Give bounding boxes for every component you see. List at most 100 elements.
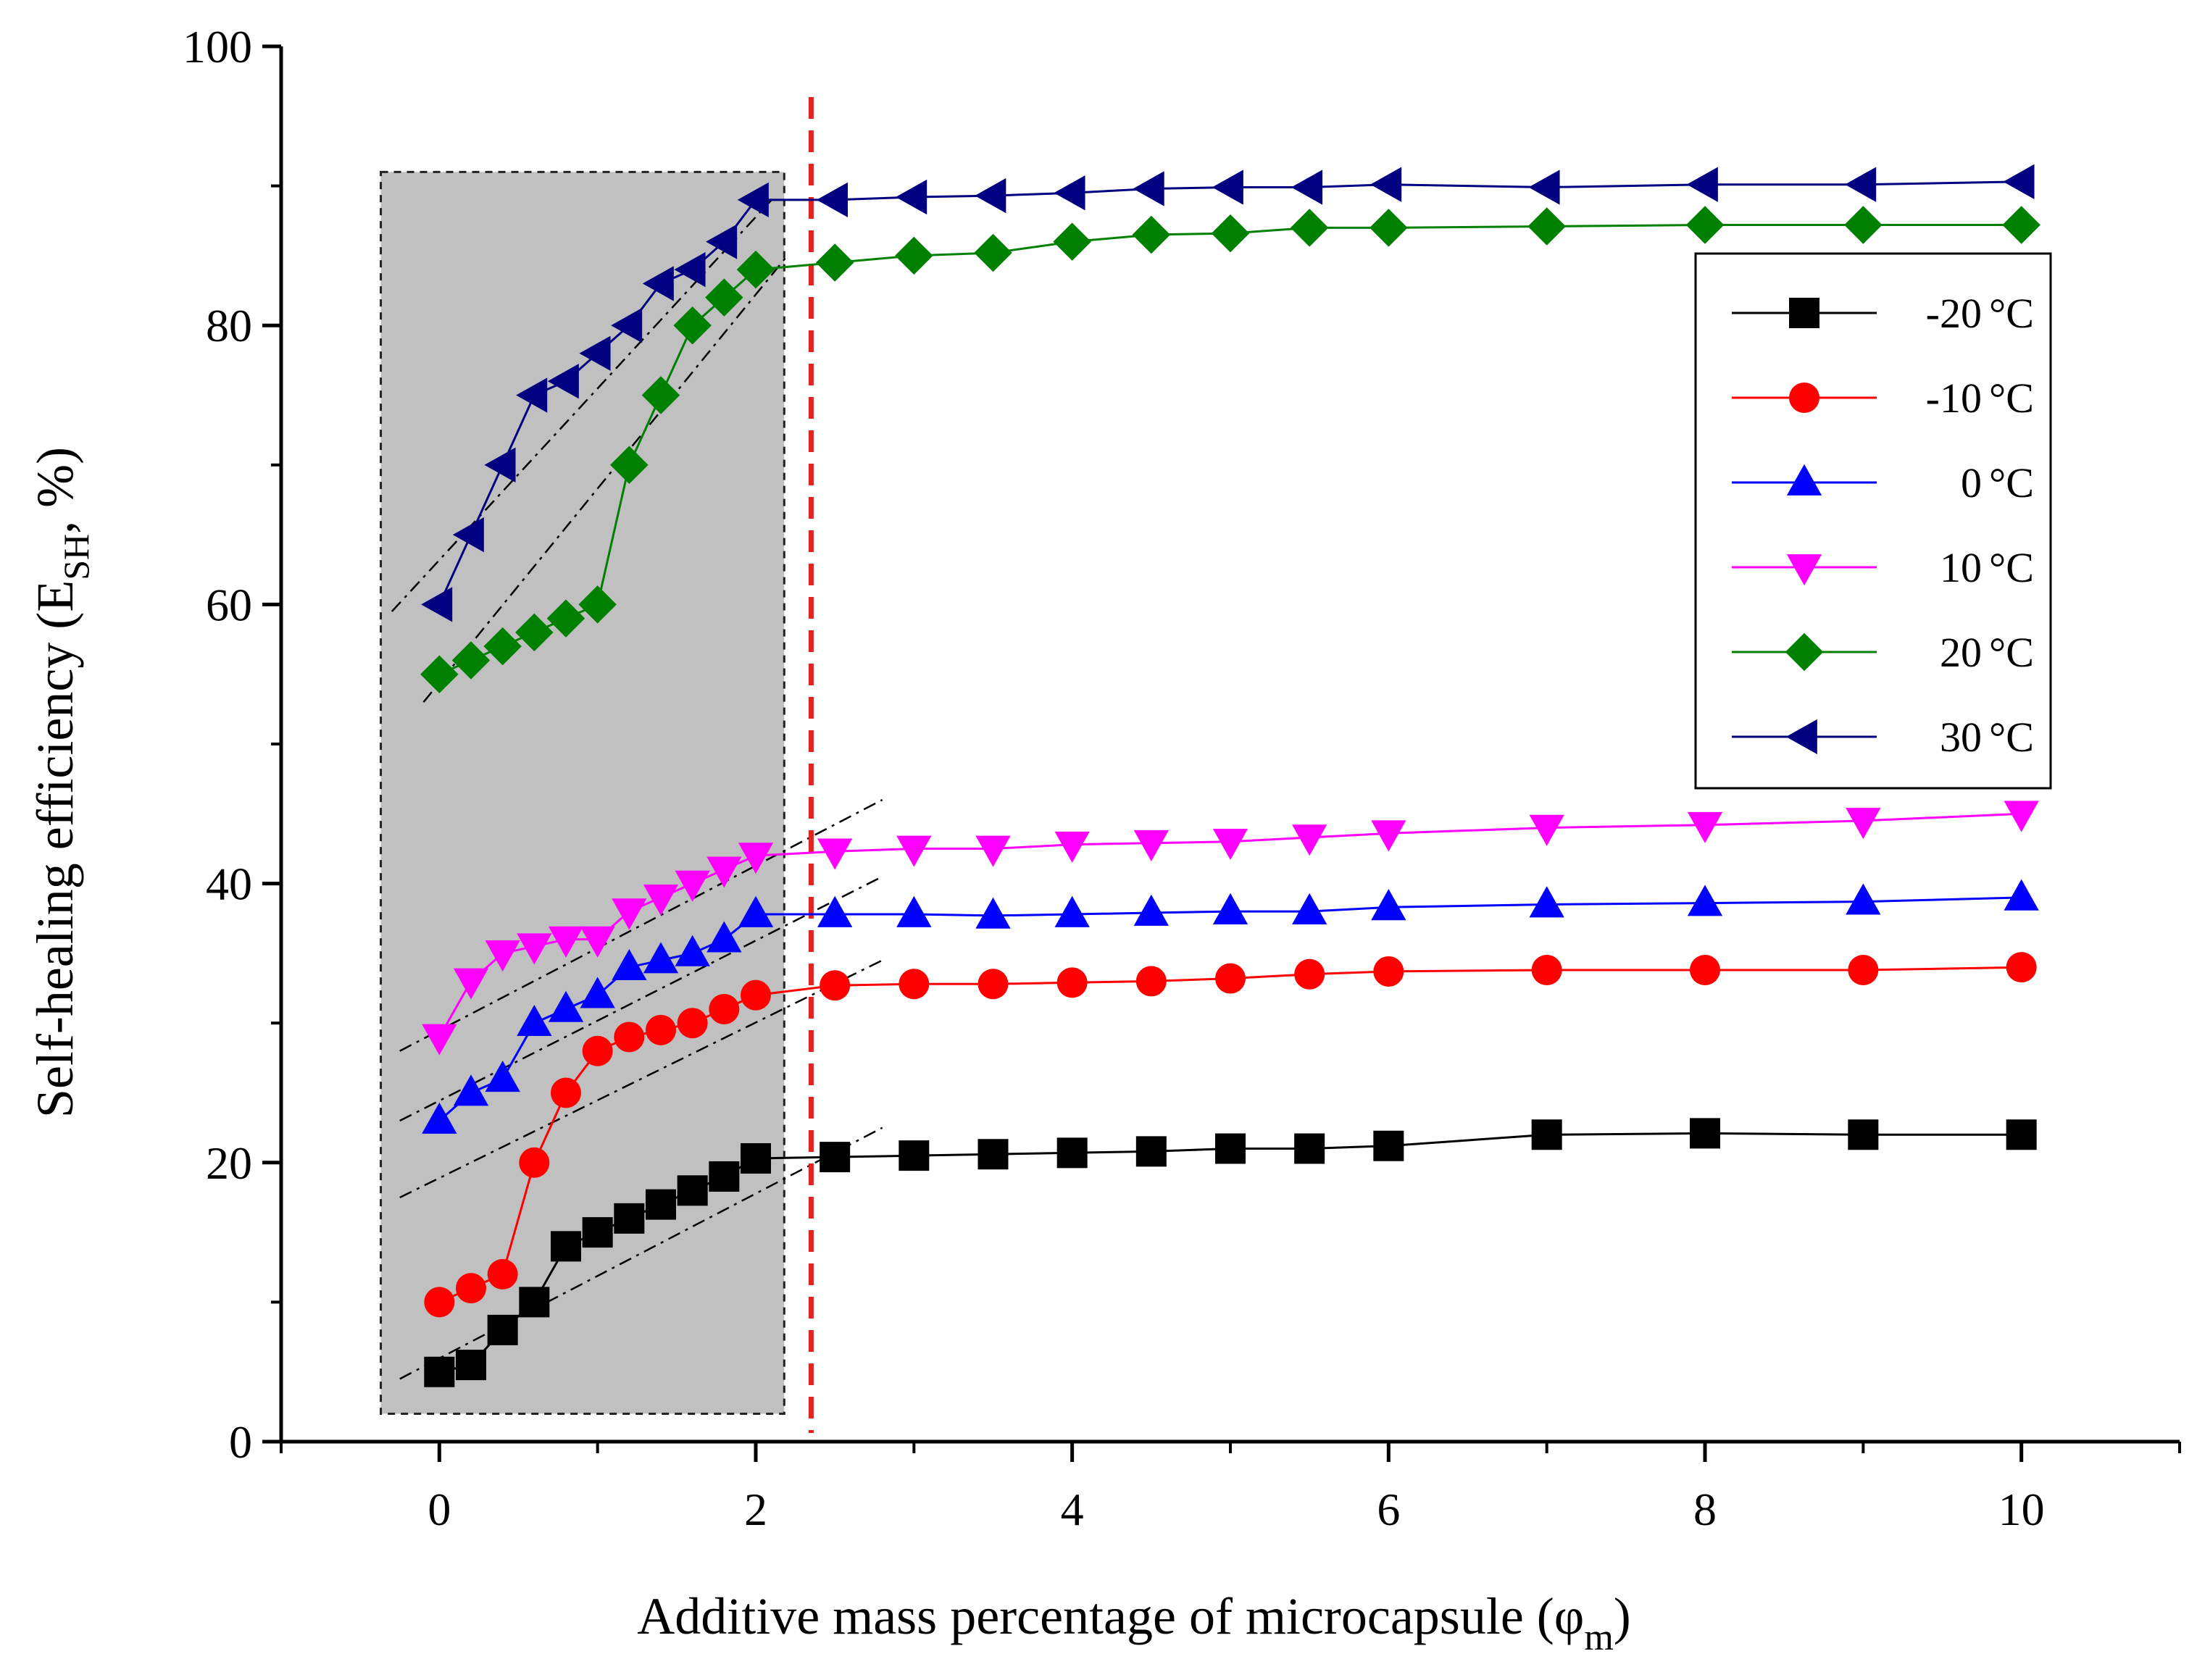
data-point — [487, 1314, 518, 1345]
data-point — [485, 940, 520, 972]
y-tick-label: 40 — [206, 858, 252, 910]
data-point — [456, 1273, 486, 1304]
data-point — [611, 308, 643, 343]
data-point — [610, 446, 649, 485]
trend-line-1 — [399, 1127, 883, 1380]
data-point — [1846, 808, 1881, 840]
data-point — [1054, 895, 1090, 927]
data-point — [515, 613, 554, 652]
data-point — [451, 641, 491, 680]
data-point — [1212, 893, 1248, 924]
data-point — [738, 843, 774, 874]
data-point — [519, 1147, 550, 1178]
data-point — [709, 993, 740, 1024]
data-point — [2002, 206, 2040, 244]
series-2 — [424, 952, 2037, 1318]
data-point — [1054, 175, 1085, 211]
data-point — [582, 1035, 613, 1066]
x-axis-title: Additive mass percentage of microcapsule… — [637, 1587, 1631, 1658]
data-point — [1687, 885, 1723, 916]
data-point — [1133, 894, 1169, 926]
data-point — [977, 1139, 1009, 1170]
data-point — [975, 897, 1011, 929]
data-point — [1294, 958, 1325, 990]
data-point — [1215, 1133, 1246, 1164]
data-point — [674, 252, 706, 288]
data-point — [1844, 206, 1883, 244]
series-4 — [422, 801, 2039, 1056]
data-point — [453, 1074, 489, 1106]
data-point — [1294, 1133, 1325, 1164]
data-point — [975, 177, 1006, 214]
series-5 — [420, 206, 2040, 693]
data-point — [483, 627, 522, 666]
data-point — [1211, 214, 1250, 253]
trend-line-5 — [422, 255, 788, 703]
legend-marker-6 — [1785, 719, 1817, 755]
data-point — [675, 870, 710, 902]
shaded-region-layer — [380, 170, 785, 1415]
legend-label-5: 20 — [1940, 629, 1982, 676]
data-point — [1292, 893, 1327, 924]
x-tick-label: 2 — [744, 1484, 767, 1535]
series-6 — [421, 164, 2035, 622]
data-point — [456, 1350, 486, 1381]
data-point — [1292, 824, 1327, 856]
shaded-region — [380, 170, 785, 1415]
data-point — [582, 1217, 613, 1248]
data-point — [1531, 955, 1562, 986]
legend-label-6: 30 — [1940, 714, 1982, 761]
data-point — [895, 236, 933, 275]
data-point — [899, 1140, 930, 1171]
y-tick-label: 60 — [206, 579, 252, 630]
data-point — [1212, 170, 1243, 205]
data-point — [1053, 222, 1091, 261]
data-point — [1291, 170, 1323, 205]
legend-unit-3: °C — [1989, 459, 2034, 506]
data-point — [673, 306, 712, 345]
data-point — [422, 1102, 457, 1134]
data-point — [1529, 814, 1564, 846]
data-point — [642, 266, 674, 301]
data-point — [1133, 829, 1169, 861]
data-point — [421, 587, 453, 622]
data-point — [1133, 171, 1164, 206]
data-point — [612, 948, 647, 981]
y-tick-label: 80 — [206, 300, 252, 351]
legend-marker-5 — [1785, 632, 1824, 672]
data-point — [899, 969, 930, 1000]
y-tick-label: 0 — [229, 1416, 252, 1468]
data-point — [1690, 955, 1720, 986]
data-point — [2006, 952, 2037, 983]
legend-unit-2: °C — [1989, 375, 2034, 422]
data-point — [1132, 215, 1171, 254]
data-point — [736, 250, 775, 289]
data-point — [1845, 167, 1877, 202]
legend-label-2: -10 — [1926, 375, 1982, 422]
data-point — [1846, 883, 1881, 915]
data-point — [643, 885, 679, 916]
data-point — [1690, 1118, 1720, 1149]
data-point — [974, 233, 1012, 272]
data-point — [1212, 828, 1248, 861]
data-point — [1135, 966, 1167, 997]
legend: -20 °C-10 °C0 °C10 °C20 °C30 °C — [1694, 252, 2052, 790]
data-point — [2004, 879, 2039, 911]
y-tick-label: 100 — [183, 21, 252, 72]
y-axis-title-main: Self-healing efficiency (E — [26, 580, 84, 1118]
data-point — [614, 1203, 645, 1234]
series-3 — [422, 879, 2039, 1134]
legend-unit-6: °C — [1989, 714, 2034, 761]
data-point — [517, 933, 552, 965]
legend-marker-1 — [1789, 298, 1819, 328]
data-point — [484, 447, 516, 482]
x-tick-label: 4 — [1061, 1484, 1084, 1535]
data-point — [706, 856, 742, 888]
data-point — [1528, 170, 1560, 205]
data-point — [580, 926, 615, 958]
data-point — [424, 1287, 455, 1318]
data-point — [675, 935, 710, 966]
data-point — [516, 377, 548, 413]
data-point — [579, 335, 611, 371]
